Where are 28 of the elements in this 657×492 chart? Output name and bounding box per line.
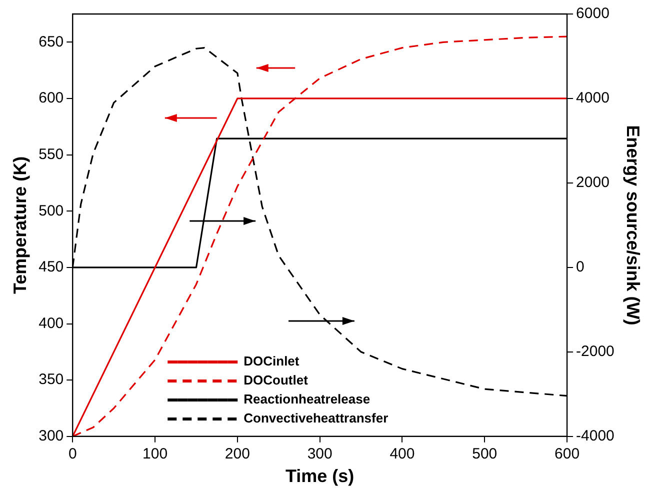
y-tick-label: 350	[38, 371, 64, 388]
y-tick-label: 400	[38, 314, 64, 332]
y2-tick-label: -2000	[576, 343, 614, 360]
x-axis-title: Time (s)	[285, 466, 354, 486]
y2-tick-label: 4000	[576, 90, 610, 107]
y2-tick-label: 6000	[576, 5, 610, 22]
legend-label: DOCoutlet	[244, 372, 309, 388]
x-tick-label: 400	[390, 446, 415, 463]
y2-tick-label: -4000	[576, 428, 614, 445]
legend-label: Reactionheatrelease	[244, 392, 370, 407]
legend-label: Convectiveheattransfer	[244, 410, 388, 426]
y2-axis-title: Energy source/sink (W)	[623, 125, 644, 326]
y2-tick-label: 0	[576, 258, 584, 276]
y-tick-label: 450	[38, 258, 64, 276]
y-tick-label: 550	[38, 146, 64, 163]
x-tick-label: 200	[224, 446, 250, 463]
y-tick-label: 500	[38, 202, 64, 220]
y-tick-label: 300	[38, 428, 64, 445]
x-tick-label: 500	[472, 446, 498, 463]
x-tick-label: 100	[142, 446, 168, 463]
y-tick-label: 600	[38, 90, 64, 107]
y-tick-label: 650	[38, 33, 64, 50]
x-tick-label: 0	[68, 446, 77, 463]
x-tick-label: 600	[554, 446, 580, 463]
y-axis-title: Temperature (K)	[10, 156, 30, 294]
x-tick-label: 300	[307, 446, 332, 463]
legend-label: DOCinlet	[244, 354, 300, 369]
y2-tick-label: 2000	[576, 174, 610, 192]
